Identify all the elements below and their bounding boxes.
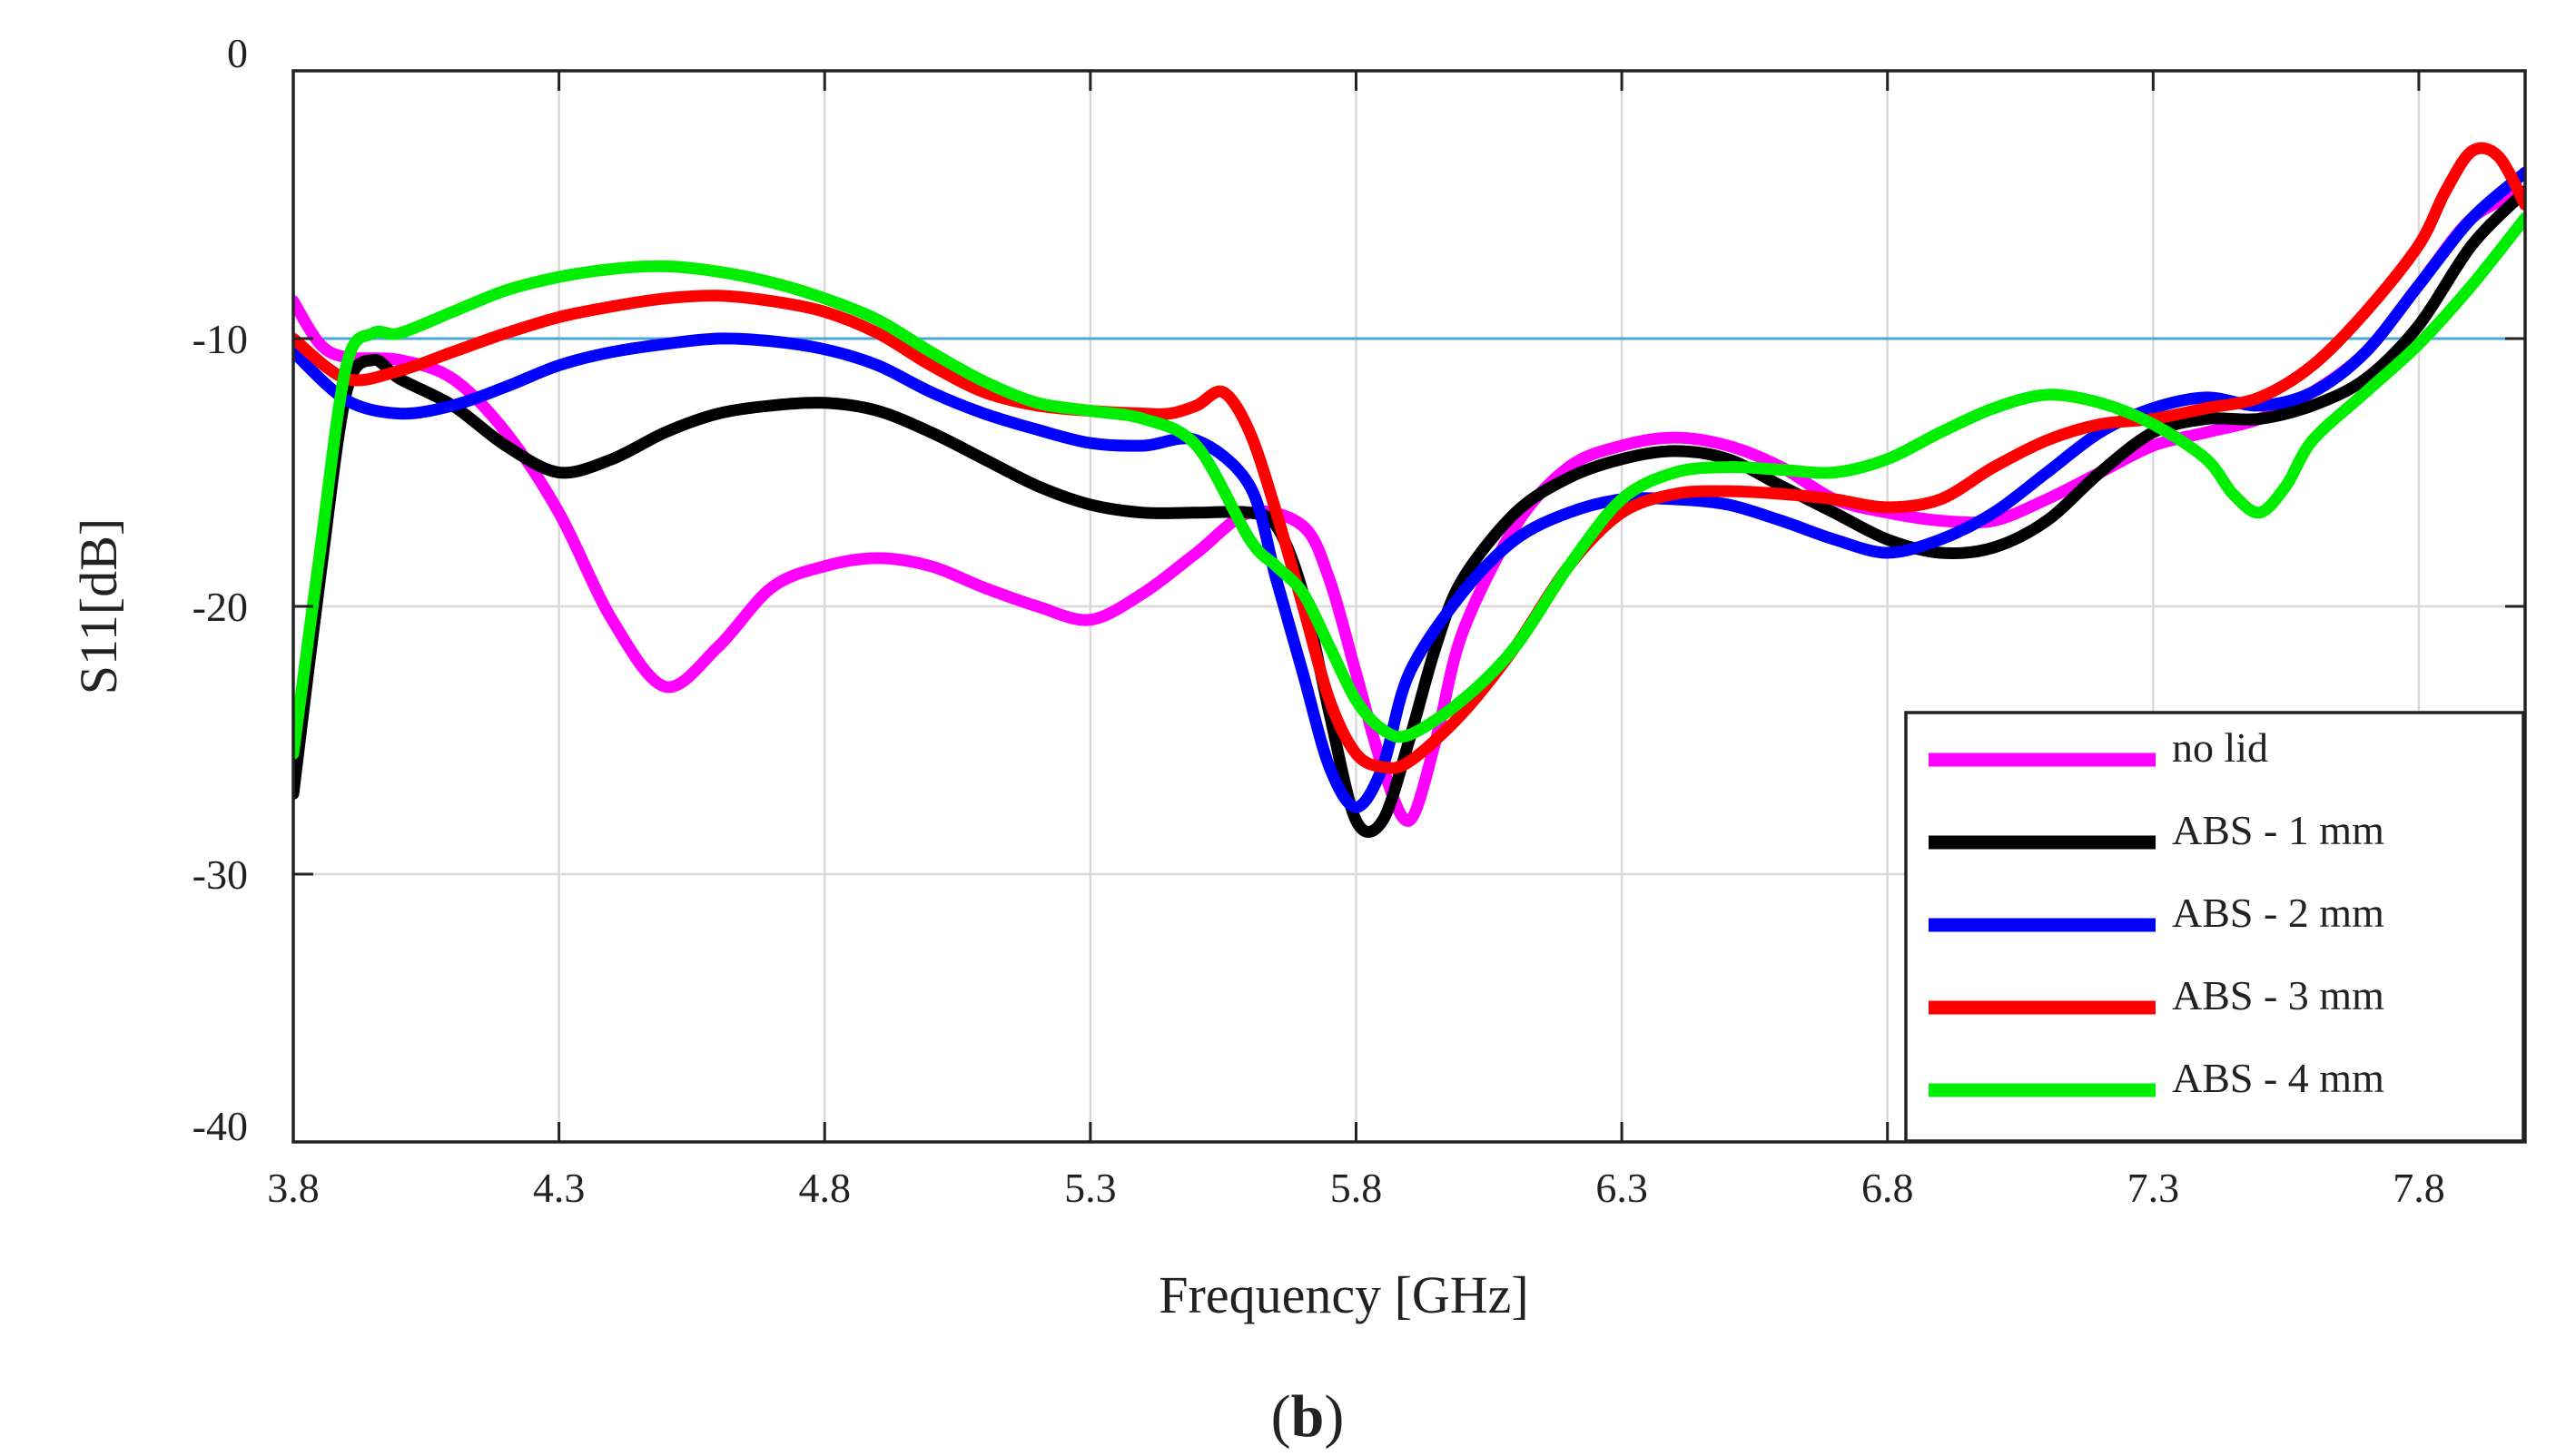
series-line-abs-3-mm	[293, 142, 2525, 774]
legend-label: ABS - 2 mm	[2172, 890, 2384, 936]
y-tick-label: -40	[192, 1103, 248, 1149]
caption-open-paren: (	[1271, 1383, 1291, 1450]
legend-label: ABS - 4 mm	[2172, 1055, 2384, 1101]
y-axis-label: S11[dB]	[69, 518, 128, 694]
x-tick-label: 4.8	[798, 1165, 851, 1211]
y-tick-label: 0	[227, 30, 248, 76]
series-line-abs-4-mm	[293, 212, 2525, 760]
x-tick-label: 5.8	[1330, 1165, 1383, 1211]
figure-caption: (b)	[1271, 1383, 1345, 1450]
x-tick-label: 3.8	[267, 1165, 320, 1211]
x-tick-label: 6.3	[1595, 1165, 1648, 1211]
x-axis-label: Frequency [GHz]	[1159, 1265, 1528, 1324]
series-group	[293, 142, 2525, 838]
x-tick-labels: 3.8 4.3 4.8 5.3 5.8 6.3 6.8 7.3 7.8	[267, 1165, 2444, 1211]
x-tick-label: 7.3	[2127, 1165, 2180, 1211]
x-tick-label: 4.3	[533, 1165, 586, 1211]
legend-label: ABS - 3 mm	[2172, 972, 2384, 1018]
caption-letter: b	[1291, 1383, 1325, 1450]
legend-label: ABS - 1 mm	[2172, 807, 2384, 853]
x-tick-label: 7.8	[2393, 1165, 2445, 1211]
caption-close-paren: )	[1324, 1383, 1344, 1450]
legend: no lid ABS - 1 mm ABS - 2 mm ABS - 3 mm ABS …	[1904, 711, 2525, 1143]
y-tick-label: -10	[192, 316, 248, 362]
y-tick-label: -30	[192, 851, 248, 898]
x-tick-label: 5.3	[1064, 1165, 1117, 1211]
legend-items: no lid ABS - 1 mm ABS - 2 mm ABS - 3 mm ABS …	[1929, 724, 2384, 1101]
y-tick-labels: 0 -10 -20 -30 -40	[192, 30, 248, 1149]
legend-label: no lid	[2172, 724, 2268, 771]
y-tick-label: -20	[192, 584, 248, 630]
x-tick-label: 6.8	[1861, 1165, 1914, 1211]
